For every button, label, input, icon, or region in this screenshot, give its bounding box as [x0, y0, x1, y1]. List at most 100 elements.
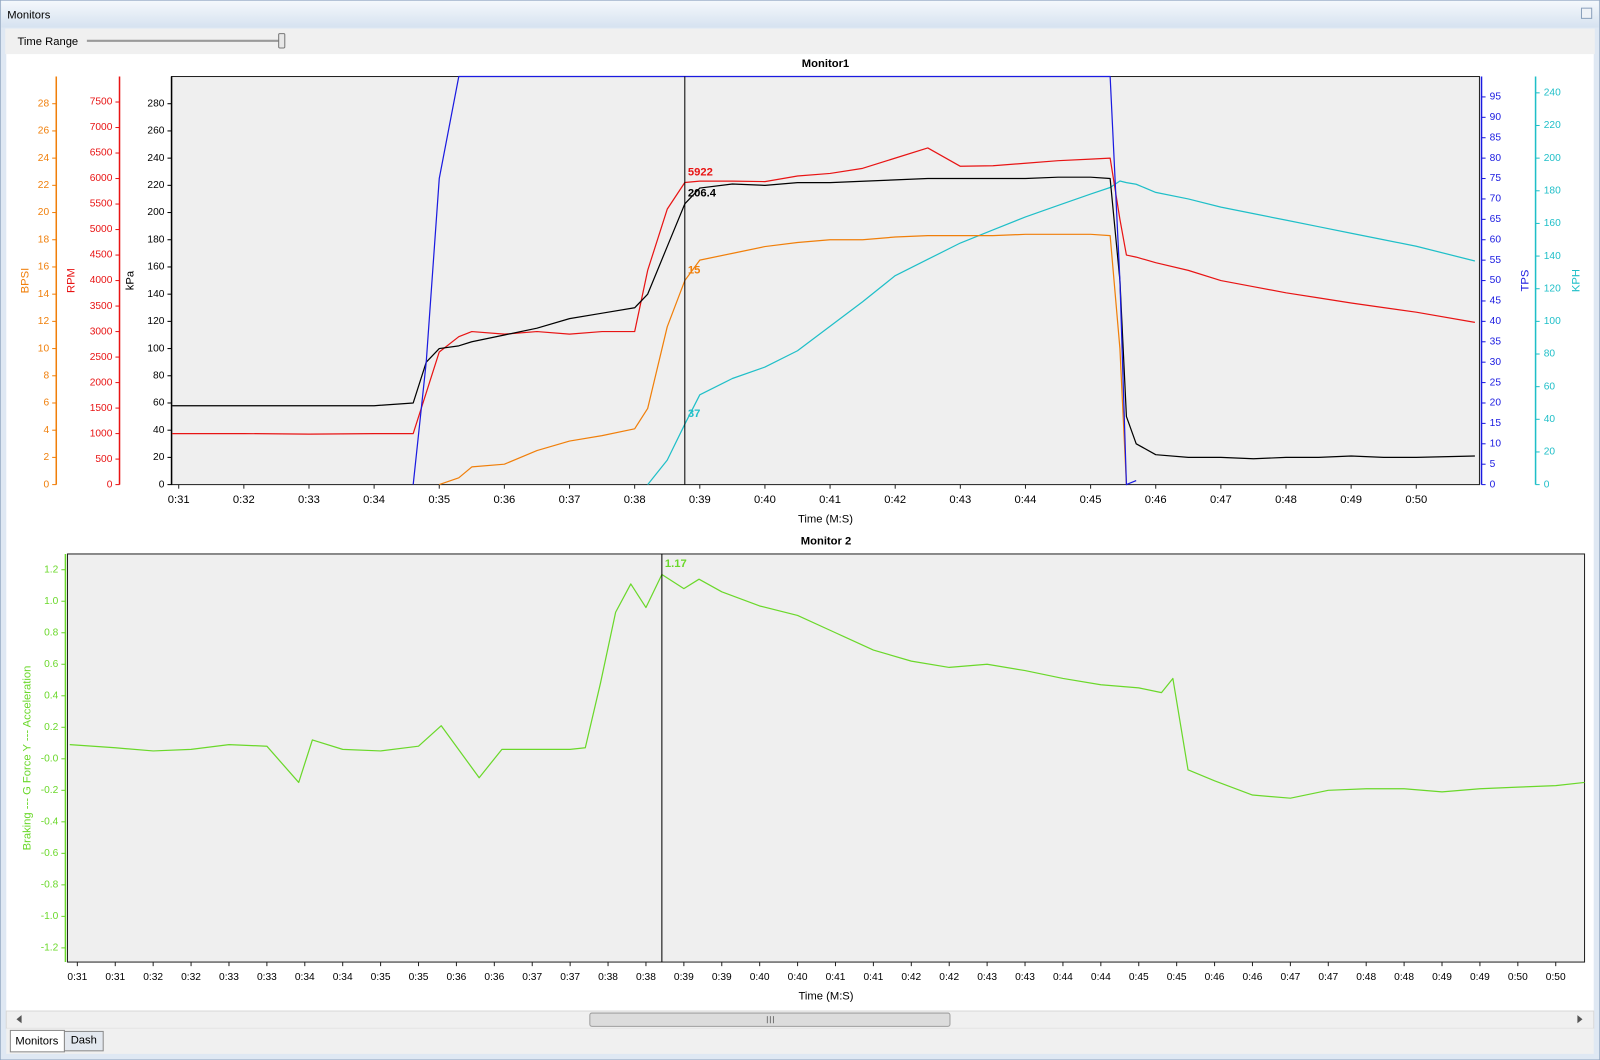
- y-axis-label: KPH: [1570, 269, 1582, 292]
- x-tick-label: 0:32: [143, 972, 163, 983]
- x-tick-label: 0:38: [598, 972, 618, 983]
- y-tick-label: 20: [153, 452, 165, 463]
- cursor-readout: 206.4: [688, 188, 717, 200]
- title-bar: [1, 1, 1599, 28]
- x-tick-label: 0:41: [826, 972, 846, 983]
- y-tick-label: 20: [1544, 447, 1556, 458]
- x-tick-label: 0:49: [1432, 972, 1452, 983]
- y-tick-label: 10: [1490, 438, 1502, 449]
- x-tick-label: 0:45: [1080, 494, 1102, 506]
- tab[interactable]: [63, 1030, 104, 1052]
- y-tick-label: 22: [38, 180, 50, 191]
- y-tick-label: 120: [147, 316, 164, 327]
- y-tick-label: 180: [1544, 185, 1561, 196]
- y-tick-label: 24: [38, 153, 50, 164]
- x-tick-label: 0:37: [560, 972, 580, 983]
- x-tick-label: 0:36: [447, 972, 467, 983]
- x-tick-label: 0:39: [674, 972, 694, 983]
- y-tick-label: 280: [147, 98, 164, 109]
- scroll-right[interactable]: [1577, 1015, 1583, 1024]
- y-axis-label: TPS: [1519, 270, 1531, 292]
- y-tick-label: 40: [1490, 316, 1502, 327]
- y-tick-label: 50: [1490, 275, 1502, 286]
- y-tick-label: 20: [38, 207, 50, 218]
- x-tick-label: 0:41: [863, 972, 883, 983]
- x-tick-label: 0:35: [409, 972, 429, 983]
- x-tick-label: 0:42: [884, 494, 906, 506]
- y-tick-label: -1.0: [41, 911, 59, 922]
- y-tick-label: 100: [1544, 316, 1561, 327]
- tab-label[interactable]: Dash: [71, 1035, 97, 1047]
- y-tick-label: 18: [38, 234, 50, 245]
- y-tick-label: 5500: [90, 199, 113, 210]
- y-tick-label: 10: [38, 343, 50, 354]
- y-tick-label: 6: [43, 398, 49, 409]
- x-tick-label: 0:48: [1356, 972, 1376, 983]
- y-tick-label: 2: [43, 452, 49, 463]
- y-tick-label: 70: [1490, 194, 1502, 205]
- y-tick-label: 0: [43, 479, 49, 490]
- x-tick-label: 0:34: [333, 972, 353, 983]
- series-line: [172, 176, 1475, 460]
- y-tick-label: 1.2: [44, 564, 58, 575]
- y-tick-label: 220: [147, 180, 164, 191]
- y-tick-label: 3000: [90, 326, 113, 337]
- y-tick-label: 80: [1544, 349, 1556, 360]
- x-tick-label: 0:33: [219, 972, 239, 983]
- x-tick-label: 0:45: [1129, 972, 1149, 983]
- y-tick-label: 26: [38, 126, 50, 137]
- x-tick-label: 0:44: [1053, 972, 1073, 983]
- x-tick-label: 0:44: [1091, 972, 1111, 983]
- x-tick-label: 0:48: [1394, 972, 1414, 983]
- y-tick-label: 6000: [90, 173, 113, 184]
- x-tick-label: 0:49: [1470, 972, 1490, 983]
- y-tick-label: 55: [1490, 255, 1502, 266]
- x-tick-label: 0:46: [1243, 972, 1263, 983]
- y-tick-label: 140: [147, 289, 164, 300]
- x-tick-label: 0:40: [750, 972, 770, 983]
- scroll-left[interactable]: [16, 1015, 22, 1024]
- y-tick-label: 1000: [90, 428, 113, 439]
- x-axis-label: Time (M:S): [798, 991, 853, 1003]
- y-tick-label: 160: [147, 262, 164, 273]
- x-tick-label: 0:34: [295, 972, 315, 983]
- y-tick-label: 7000: [90, 122, 113, 133]
- y-axis-label: BPSI: [20, 268, 32, 294]
- x-tick-label: 0:32: [181, 972, 201, 983]
- x-tick-label: 0:50: [1508, 972, 1528, 983]
- y-tick-label: 7500: [90, 97, 113, 108]
- x-tick-label: 0:35: [428, 494, 450, 506]
- y-tick-label: -0.6: [41, 848, 59, 859]
- y-tick-label: 140: [1544, 251, 1561, 262]
- x-tick-label: 0:39: [689, 494, 711, 506]
- x-tick-label: 0:43: [977, 972, 997, 983]
- x-tick-label: 0:36: [493, 494, 515, 506]
- x-tick-label: 0:36: [484, 972, 504, 983]
- x-axis-label: Time (M:S): [798, 513, 853, 525]
- tab-label[interactable]: Monitors: [15, 1036, 58, 1048]
- x-tick-label: 0:47: [1210, 494, 1232, 506]
- y-tick-label: 5: [1490, 459, 1496, 470]
- y-tick-label: 100: [147, 343, 164, 354]
- y-tick-label: 220: [1544, 120, 1561, 131]
- y-tick-label: 65: [1490, 214, 1502, 225]
- time-range-label: Time Range: [17, 36, 78, 48]
- y-tick-label: 80: [153, 370, 165, 381]
- scroll-grip: [766, 1016, 774, 1024]
- y-axis-label: RPM: [66, 268, 78, 293]
- y-tick-label: 25: [1490, 377, 1502, 388]
- y-tick-label: 95: [1490, 92, 1502, 103]
- y-tick-label: 16: [38, 262, 50, 273]
- window-button[interactable]: [1580, 7, 1593, 19]
- x-tick-label: 0:49: [1340, 494, 1362, 506]
- x-tick-label: 0:41: [819, 494, 841, 506]
- y-tick-label: 75: [1490, 173, 1502, 184]
- y-tick-label: 120: [1544, 283, 1561, 294]
- y-tick-label: -0.8: [41, 880, 59, 891]
- x-tick-label: 0:37: [522, 972, 542, 983]
- y-tick-label: 0.4: [44, 690, 58, 701]
- time-range-slider[interactable]: [278, 33, 286, 49]
- y-tick-label: 8: [43, 370, 49, 381]
- y-tick-label: 60: [1490, 234, 1502, 245]
